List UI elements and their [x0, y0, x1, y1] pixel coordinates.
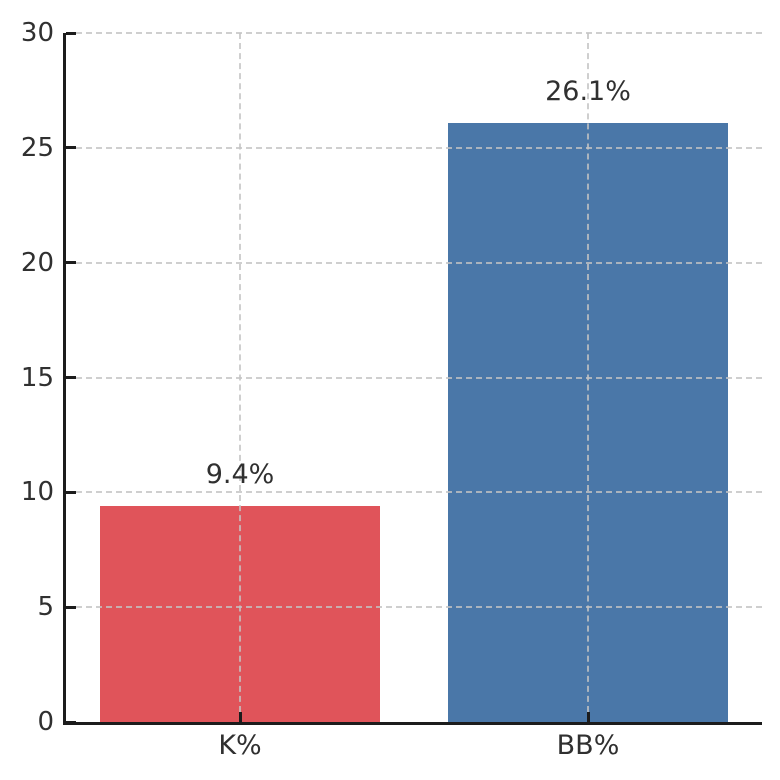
- x-tick-mark: [586, 712, 590, 722]
- y-tick-label: 15: [20, 362, 54, 393]
- y-tick-mark: [66, 261, 76, 265]
- y-tick-label: 25: [20, 132, 54, 163]
- bar-value-label: 26.1%: [545, 75, 631, 107]
- gridline-horizontal-y5: [66, 606, 762, 609]
- x-tick-mark: [238, 712, 242, 722]
- y-tick-label: 0: [37, 707, 54, 737]
- y-tick-mark: [66, 605, 76, 609]
- y-tick-label: 5: [37, 592, 54, 623]
- plot-area: [63, 31, 762, 725]
- gridline-horizontal-y25: [66, 146, 762, 149]
- y-tick-mark: [66, 146, 76, 150]
- y-tick-label: 30: [20, 18, 54, 48]
- y-tick-mark: [66, 376, 76, 379]
- y-tick-mark: [66, 31, 76, 35]
- gridline-horizontal-y15: [66, 376, 762, 379]
- x-tick-label: K%: [218, 730, 262, 761]
- y-tick-label: 10: [20, 477, 54, 508]
- y-tick-mark: [66, 490, 76, 494]
- y-tick-mark: [66, 720, 76, 724]
- gridline-horizontal-y20: [66, 261, 762, 264]
- bar-value-label: 9.4%: [205, 459, 275, 491]
- y-tick-label: 20: [20, 247, 54, 278]
- y-axis-spine: [63, 33, 66, 725]
- x-tick-label: BB%: [556, 730, 620, 761]
- gridline-vertical: [587, 33, 589, 722]
- gridline-horizontal-y10: [66, 491, 762, 494]
- x-axis-spine: [63, 722, 762, 725]
- gridline-horizontal-y30: [66, 32, 762, 34]
- gridline-vertical: [239, 33, 241, 722]
